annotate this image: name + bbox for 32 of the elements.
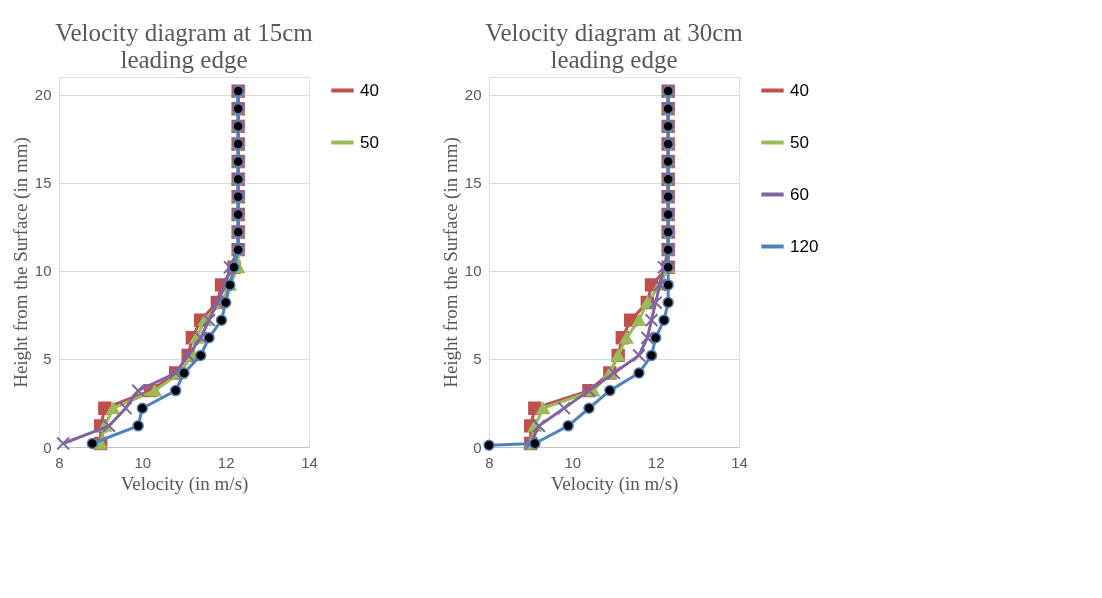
- y-tick-label: 20: [464, 86, 482, 104]
- x-tick-label: 8: [55, 453, 64, 471]
- text: Velocity diagram at 30cm: [485, 19, 743, 46]
- legend-label: 40: [790, 80, 809, 100]
- y-axis-title: Height from the Surface (in mm): [439, 137, 462, 388]
- text: leading edge: [550, 46, 678, 73]
- legend-label: 120: [790, 236, 819, 256]
- x-tick-label: 14: [301, 453, 318, 471]
- y-tick-label: 20: [34, 86, 52, 104]
- y-tick-label: 15: [34, 174, 52, 192]
- legend-label: 50: [790, 132, 809, 152]
- x-tick-label: 12: [647, 453, 665, 471]
- x-tick-label: 10: [564, 453, 582, 471]
- x-axis-title: Velocity (in m/s): [120, 472, 249, 495]
- x-tick-label: 10: [134, 453, 152, 471]
- x-axis-title: Velocity (in m/s): [550, 472, 679, 495]
- y-tick-label: 5: [43, 350, 52, 368]
- y-tick-label: 0: [43, 438, 52, 456]
- y-tick-label: 0: [473, 438, 482, 456]
- y-tick-label: 10: [464, 262, 482, 280]
- y-tick-label: 15: [464, 174, 482, 192]
- legend-label: 50: [360, 132, 379, 152]
- text: Velocity diagram at 15cm: [55, 19, 313, 46]
- y-axis-title: Height from the Surface (in mm): [9, 137, 32, 388]
- y-tick-label: 5: [473, 350, 482, 368]
- x-tick-label: 8: [485, 453, 494, 471]
- x-tick-label: 14: [731, 453, 748, 471]
- legend-label: 40: [360, 80, 379, 100]
- x-tick-label: 12: [217, 453, 235, 471]
- text: leading edge: [120, 46, 248, 73]
- legend-label: 60: [790, 184, 809, 204]
- y-tick-label: 10: [34, 262, 52, 280]
